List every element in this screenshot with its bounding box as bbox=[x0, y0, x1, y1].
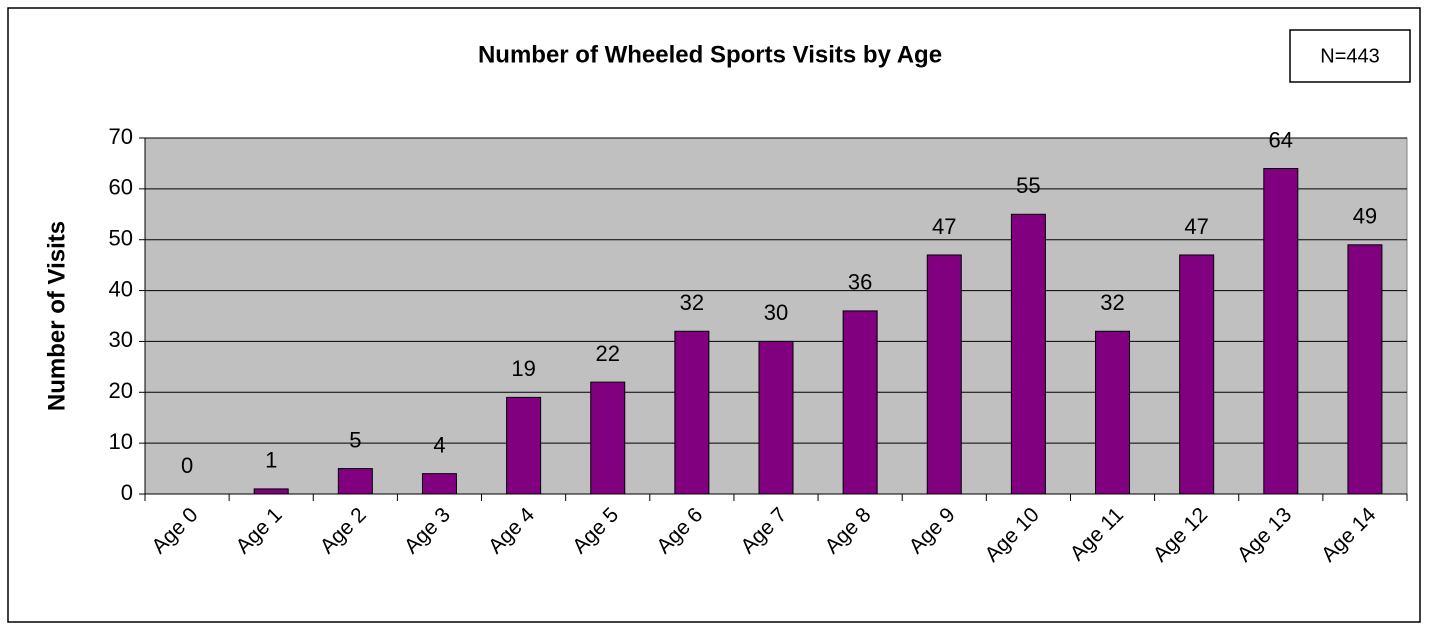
annotation-box bbox=[1289, 29, 1411, 83]
annotation: N=443 bbox=[1320, 45, 1380, 67]
y-tick-label: 10 bbox=[109, 429, 133, 454]
data-label: 64 bbox=[1269, 127, 1293, 152]
data-label: 47 bbox=[1184, 214, 1208, 239]
bar bbox=[590, 381, 626, 495]
data-label: 32 bbox=[680, 290, 704, 315]
data-label: 4 bbox=[433, 432, 445, 457]
y-tick-label: 60 bbox=[109, 175, 133, 200]
chart-title: Number of Wheeled Sports Visits by Age bbox=[478, 41, 942, 68]
bar bbox=[1263, 168, 1299, 495]
data-label: 22 bbox=[595, 341, 619, 366]
y-tick-label: 30 bbox=[109, 327, 133, 352]
y-tick-label: 0 bbox=[121, 480, 133, 505]
y-axis-label: Number of Visits bbox=[43, 221, 70, 411]
bar bbox=[253, 488, 289, 495]
bar bbox=[506, 396, 542, 495]
bar bbox=[1095, 330, 1131, 495]
bar bbox=[421, 473, 457, 495]
y-tick-label: 50 bbox=[109, 226, 133, 251]
data-label: 1 bbox=[265, 448, 277, 473]
data-label: 19 bbox=[511, 356, 535, 381]
bar bbox=[926, 254, 962, 495]
bar bbox=[1010, 213, 1046, 495]
data-label: 47 bbox=[932, 214, 956, 239]
data-label: 32 bbox=[1100, 290, 1124, 315]
data-label: 36 bbox=[848, 270, 872, 295]
y-tick-label: 70 bbox=[109, 124, 133, 149]
data-label: 0 bbox=[181, 453, 193, 478]
data-label: 5 bbox=[349, 427, 361, 452]
data-label: 55 bbox=[1016, 173, 1040, 198]
bar bbox=[1179, 254, 1215, 495]
bar bbox=[842, 310, 878, 495]
data-label: 49 bbox=[1353, 204, 1377, 229]
bar bbox=[758, 340, 794, 495]
data-label: 30 bbox=[764, 300, 788, 325]
bar bbox=[337, 468, 373, 495]
y-tick-label: 40 bbox=[109, 276, 133, 301]
bar bbox=[1347, 244, 1383, 495]
y-tick-label: 20 bbox=[109, 378, 133, 403]
bar bbox=[674, 330, 710, 495]
